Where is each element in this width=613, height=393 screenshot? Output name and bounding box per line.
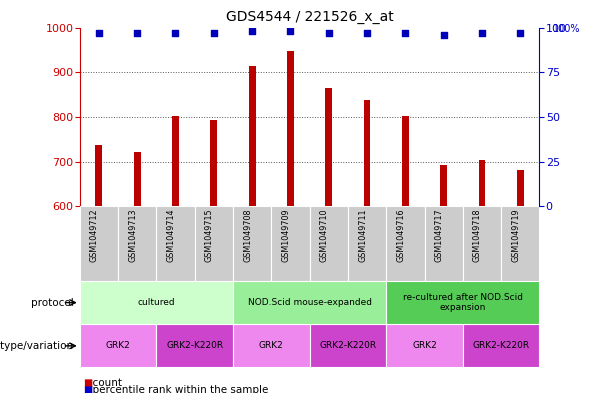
- Text: GSM1049708: GSM1049708: [243, 209, 252, 262]
- Point: [94, 30, 104, 36]
- Text: GSM1049711: GSM1049711: [358, 209, 367, 262]
- Text: ■: ■: [83, 378, 92, 388]
- Text: GRK2: GRK2: [105, 342, 131, 350]
- Bar: [424, 206, 463, 281]
- Title: GDS4544 / 221526_x_at: GDS4544 / 221526_x_at: [226, 10, 394, 24]
- Bar: [287, 51, 294, 206]
- Bar: [402, 116, 409, 206]
- Text: cultured: cultured: [137, 298, 175, 307]
- Bar: [386, 281, 539, 324]
- Bar: [271, 206, 310, 281]
- Bar: [233, 324, 310, 367]
- Text: genotype/variation: genotype/variation: [0, 341, 74, 351]
- Text: NOD.Scid mouse-expanded: NOD.Scid mouse-expanded: [248, 298, 371, 307]
- Text: GSM1049713: GSM1049713: [128, 209, 137, 262]
- Bar: [463, 206, 501, 281]
- Bar: [195, 206, 233, 281]
- Text: GRK2-K220R: GRK2-K220R: [319, 342, 376, 350]
- Bar: [172, 116, 179, 206]
- Text: GRK2: GRK2: [259, 342, 284, 350]
- Bar: [310, 206, 348, 281]
- Bar: [210, 120, 217, 206]
- Point: [439, 31, 449, 38]
- Bar: [96, 145, 102, 206]
- Text: re-cultured after NOD.Scid
expansion: re-cultured after NOD.Scid expansion: [403, 293, 523, 312]
- Bar: [364, 100, 370, 206]
- Bar: [517, 170, 524, 206]
- Bar: [310, 324, 386, 367]
- Bar: [501, 206, 539, 281]
- Bar: [80, 324, 156, 367]
- Point: [247, 28, 257, 34]
- Bar: [233, 281, 386, 324]
- Point: [286, 28, 295, 34]
- Text: GSM1049709: GSM1049709: [281, 209, 291, 262]
- Text: percentile rank within the sample: percentile rank within the sample: [86, 385, 268, 393]
- Bar: [348, 206, 386, 281]
- Point: [209, 30, 219, 36]
- Bar: [233, 206, 271, 281]
- Bar: [134, 152, 140, 206]
- Bar: [80, 206, 118, 281]
- Bar: [249, 66, 256, 206]
- Text: GSM1049714: GSM1049714: [167, 209, 175, 262]
- Point: [170, 30, 180, 36]
- Text: GSM1049710: GSM1049710: [320, 209, 329, 262]
- Text: GSM1049719: GSM1049719: [511, 209, 520, 262]
- Text: GSM1049716: GSM1049716: [397, 209, 405, 262]
- Text: GSM1049712: GSM1049712: [90, 209, 99, 262]
- Text: GRK2: GRK2: [412, 342, 437, 350]
- Bar: [326, 88, 332, 206]
- Point: [477, 30, 487, 36]
- Bar: [386, 206, 424, 281]
- Bar: [156, 206, 195, 281]
- Bar: [386, 324, 463, 367]
- Bar: [479, 160, 485, 206]
- Point: [324, 30, 333, 36]
- Text: GRK2-K220R: GRK2-K220R: [166, 342, 223, 350]
- Bar: [463, 324, 539, 367]
- Point: [400, 30, 410, 36]
- Text: GSM1049715: GSM1049715: [205, 209, 214, 262]
- Point: [362, 30, 372, 36]
- Bar: [80, 281, 233, 324]
- Text: count: count: [86, 378, 122, 388]
- Text: GRK2-K220R: GRK2-K220R: [473, 342, 530, 350]
- Text: GSM1049718: GSM1049718: [473, 209, 482, 262]
- Bar: [440, 165, 447, 206]
- Bar: [118, 206, 156, 281]
- Bar: [156, 324, 233, 367]
- Y-axis label: 100%: 100%: [554, 24, 581, 34]
- Text: ■: ■: [83, 385, 92, 393]
- Text: protocol: protocol: [31, 298, 74, 308]
- Text: GSM1049717: GSM1049717: [435, 209, 444, 262]
- Point: [516, 30, 525, 36]
- Point: [132, 30, 142, 36]
